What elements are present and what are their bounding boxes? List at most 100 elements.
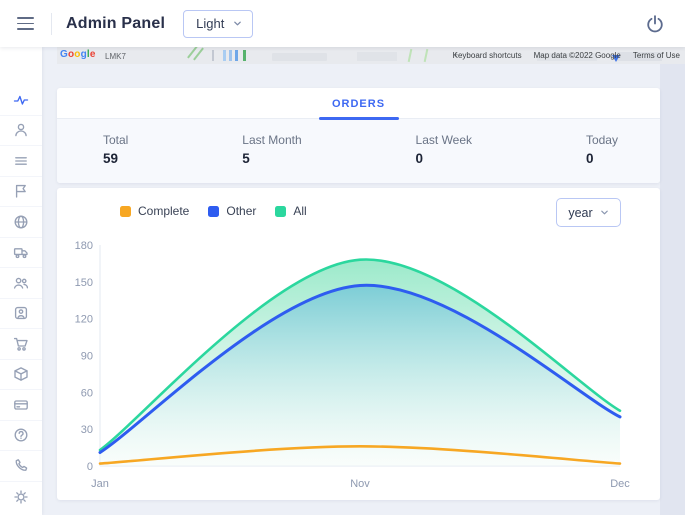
- svg-text:Nov: Nov: [350, 478, 370, 490]
- orders-stats: Total 59 Last Month 5 Last Week 0 Today …: [57, 119, 660, 183]
- settings-icon: [14, 490, 28, 504]
- stat-value: 0: [585, 151, 594, 166]
- power-icon: [647, 14, 663, 32]
- legend-label: Other: [226, 204, 257, 218]
- map-pin-icon: [612, 55, 620, 62]
- chevron-down-icon: [234, 21, 242, 26]
- svg-text:Dec: Dec: [610, 478, 630, 490]
- user-icon: [15, 123, 27, 137]
- orders-chart: 0 30 60 90 120 150 180 Jan Nov Dec: [75, 235, 655, 503]
- keyboard-shortcuts-link[interactable]: Keyboard shortcuts: [452, 51, 522, 60]
- globe-icon: [14, 215, 28, 229]
- map-building: [223, 50, 226, 61]
- theme-select[interactable]: Light: [183, 9, 254, 38]
- tab-orders[interactable]: ORDERS: [331, 98, 386, 110]
- stat-label: Today: [585, 133, 618, 147]
- sidebar-item-user[interactable]: [0, 116, 42, 146]
- tab-bar: ORDERS: [57, 88, 660, 120]
- stat-last-week: Last Week 0: [416, 133, 472, 166]
- truck-icon: [13, 248, 28, 259]
- terms-of-use-link[interactable]: Terms of Use: [632, 51, 680, 60]
- map-road: [423, 48, 429, 63]
- legend-label: Complete: [138, 204, 190, 218]
- legend-item-complete[interactable]: Complete: [120, 204, 189, 218]
- map-area-label: LMK7: [105, 52, 126, 61]
- map-road: [407, 48, 413, 63]
- logout-button[interactable]: [640, 9, 670, 39]
- stat-today: Today 0: [586, 133, 618, 166]
- svg-text:Jan: Jan: [91, 478, 109, 490]
- list-icon: [15, 156, 27, 165]
- phone-icon: [15, 458, 28, 471]
- scroll-rail: [660, 64, 685, 515]
- sidebar-item-users[interactable]: [0, 268, 42, 299]
- cart-icon: [13, 337, 28, 351]
- orders-chart-card: Complete Other All year: [57, 188, 660, 500]
- google-logo[interactable]: Google: [60, 49, 96, 60]
- header-divider: [51, 12, 52, 35]
- orders-summary-card: ORDERS Total 59 Last Month 5 Last Week 0…: [57, 88, 660, 183]
- sidebar: [0, 47, 42, 515]
- sidebar-item-credit-card[interactable]: [0, 390, 42, 421]
- header: Admin Panel Light: [0, 0, 685, 47]
- map-block: [537, 53, 597, 61]
- sidebar-item-cart[interactable]: [0, 329, 42, 360]
- sidebar-item-help[interactable]: [0, 421, 42, 451]
- sidebar-item-phone[interactable]: [0, 451, 42, 482]
- map-block: [272, 53, 327, 61]
- sidebar-item-settings[interactable]: [0, 482, 42, 513]
- svg-text:150: 150: [75, 277, 93, 289]
- credit-card-icon: [14, 400, 28, 410]
- legend-item-all[interactable]: All: [275, 204, 307, 218]
- legend-swatch: [120, 205, 131, 217]
- svg-text:180: 180: [75, 240, 93, 252]
- map-strip[interactable]: Google LMK7 + Keyboard shortcuts Map dat…: [57, 47, 685, 64]
- menu-button[interactable]: [13, 11, 39, 37]
- stat-label: Last Week: [415, 133, 473, 147]
- sidebar-item-activity[interactable]: [0, 85, 42, 116]
- map-data-text: Map data ©2022 Google: [533, 51, 621, 60]
- period-select[interactable]: year: [556, 198, 621, 227]
- legend-item-other[interactable]: Other: [208, 204, 256, 218]
- map-cross: +: [453, 50, 459, 60]
- svg-text:60: 60: [81, 387, 93, 399]
- sidebar-item-globe[interactable]: [0, 207, 42, 238]
- legend-swatch: [208, 205, 220, 217]
- contact-icon: [14, 307, 28, 320]
- sidebar-item-truck[interactable]: [0, 238, 42, 268]
- svg-text:0: 0: [87, 461, 93, 473]
- legend-label: All: [293, 204, 307, 218]
- help-icon: [14, 428, 28, 442]
- map-park: [243, 50, 246, 61]
- stat-value: 0: [415, 151, 424, 166]
- sidebar-item-package[interactable]: [0, 360, 42, 390]
- stat-value: 5: [242, 151, 250, 166]
- map-block: [617, 52, 662, 61]
- stat-total: Total 59: [103, 133, 128, 166]
- stat-label: Total: [103, 133, 129, 147]
- svg-text:30: 30: [81, 424, 93, 436]
- activity-icon: [13, 95, 29, 105]
- map-block: [357, 52, 397, 61]
- svg-text:90: 90: [81, 351, 93, 363]
- chart-legend: Complete Other All: [120, 204, 307, 218]
- map-building: [212, 50, 214, 61]
- page-title: Admin Panel: [66, 14, 166, 32]
- stat-last-month: Last Month 5: [242, 133, 301, 166]
- period-select-value: year: [568, 205, 593, 220]
- map-building: [235, 50, 238, 61]
- stat-value: 59: [103, 151, 119, 166]
- map-attribution: Keyboard shortcuts Map data ©2022 Google…: [453, 51, 680, 60]
- tab-active-indicator: [318, 117, 399, 120]
- menu-icon: [17, 17, 34, 20]
- chevron-down-icon: [600, 210, 608, 215]
- stat-label: Last Month: [242, 133, 302, 147]
- sidebar-item-flag[interactable]: [0, 177, 42, 207]
- flag-icon: [15, 185, 26, 198]
- sidebar-item-contact[interactable]: [0, 299, 42, 329]
- users-icon: [13, 277, 29, 289]
- legend-swatch: [275, 205, 287, 217]
- sidebar-item-list[interactable]: [0, 146, 42, 177]
- svg-text:120: 120: [75, 314, 93, 326]
- theme-select-value: Light: [196, 16, 225, 31]
